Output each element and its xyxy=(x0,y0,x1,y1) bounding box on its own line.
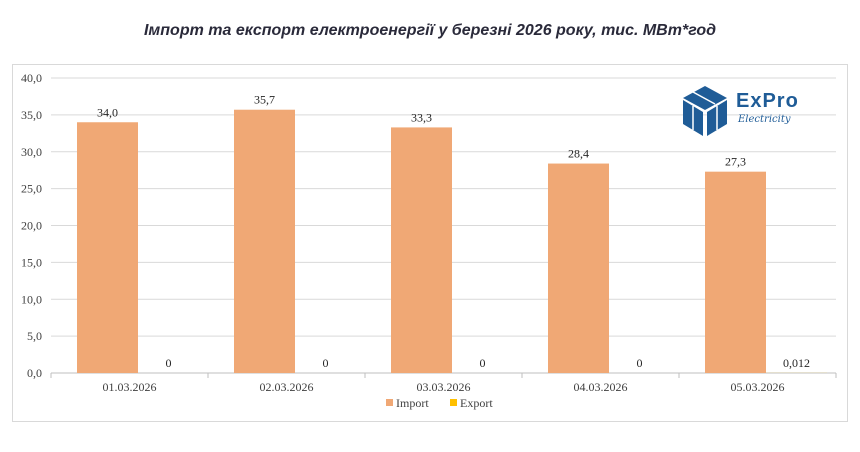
x-tick-label: 05.03.2026 xyxy=(731,380,785,394)
import-data-label: 34,0 xyxy=(97,105,118,119)
export-data-label: 0 xyxy=(637,356,643,370)
import-bar xyxy=(234,109,295,374)
logo-subtext: Electricity xyxy=(738,114,791,125)
y-tick-label: 5,0 xyxy=(27,329,42,343)
import-data-label: 27,3 xyxy=(725,155,746,169)
import-bar xyxy=(77,122,138,373)
import-data-label: 28,4 xyxy=(568,147,589,161)
import-bar xyxy=(548,163,609,373)
import-data-label: 35,7 xyxy=(254,93,275,107)
export-data-label: 0,012 xyxy=(783,356,810,370)
y-tick-label: 30,0 xyxy=(21,145,42,159)
y-tick-label: 20,0 xyxy=(21,219,42,233)
y-tick-label: 15,0 xyxy=(21,255,42,269)
chart-title: Імпорт та експорт електроенергії у берез… xyxy=(143,22,716,39)
import-data-label: 33,3 xyxy=(411,110,432,124)
export-data-label: 0 xyxy=(323,356,329,370)
export-data-label: 0 xyxy=(166,356,172,370)
legend-label: Import xyxy=(396,396,429,410)
x-tick-label: 03.03.2026 xyxy=(417,380,471,394)
export-data-label: 0 xyxy=(480,356,486,370)
x-tick-label: 02.03.2026 xyxy=(260,380,314,394)
legend-swatch xyxy=(386,399,393,406)
chart-frame xyxy=(12,64,848,422)
logo-text: ExPro xyxy=(736,90,799,112)
y-tick-label: 25,0 xyxy=(21,182,42,196)
x-tick-label: 04.03.2026 xyxy=(574,380,628,394)
x-tick-label: 01.03.2026 xyxy=(103,380,157,394)
expro-logo: ExPro Electricity xyxy=(680,84,830,138)
import-bar xyxy=(391,127,452,373)
y-tick-label: 40,0 xyxy=(21,71,42,85)
cube-icon xyxy=(683,86,727,136)
legend-swatch xyxy=(450,399,457,406)
y-tick-label: 0,0 xyxy=(27,366,42,380)
import-bar xyxy=(705,171,766,373)
y-tick-label: 35,0 xyxy=(21,108,42,122)
y-tick-label: 10,0 xyxy=(21,292,42,306)
legend-label: Export xyxy=(460,396,493,410)
